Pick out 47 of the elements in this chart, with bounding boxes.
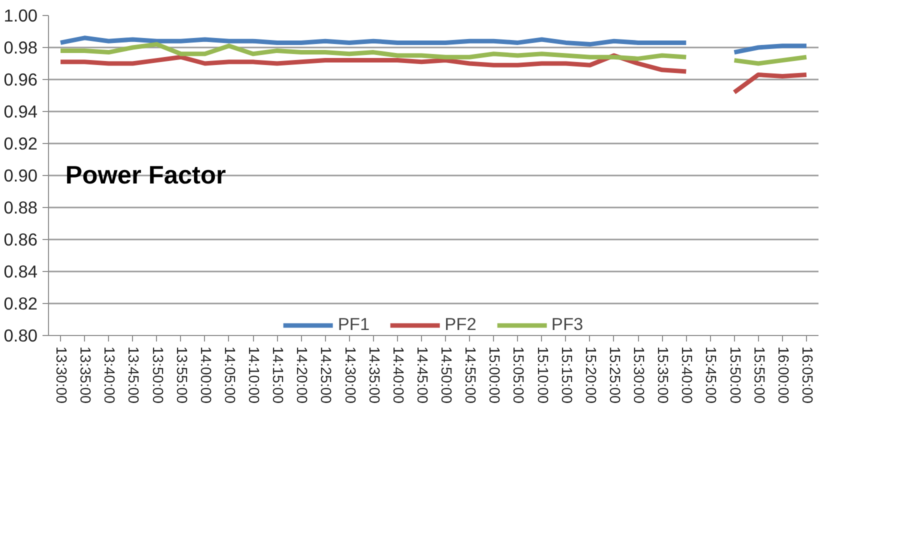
x-tick-label: 15:10:00 — [534, 346, 550, 404]
y-tick-label: 0.90 — [4, 166, 38, 186]
x-tick-label: 14:40:00 — [389, 346, 406, 404]
x-tick-label: 13:30:00 — [52, 346, 69, 404]
x-tick-label: 16:05:00 — [798, 346, 814, 404]
x-tick-label: 14:25:00 — [317, 346, 334, 404]
y-tick-label: 0.80 — [4, 326, 38, 346]
legend-label: PF3 — [551, 314, 584, 335]
y-tick-label: 0.84 — [4, 262, 38, 282]
y-tick-label: 0.92 — [4, 134, 38, 154]
x-tick-label: 13:50:00 — [148, 346, 165, 404]
y-tick-label: 0.94 — [4, 102, 38, 122]
y-tick-label: 0.82 — [4, 294, 38, 314]
x-tick-label: 14:05:00 — [220, 346, 237, 404]
x-tick-label: 14:15:00 — [269, 346, 286, 404]
x-tick-label: 15:50:00 — [726, 346, 742, 404]
y-tick-label: 0.86 — [4, 230, 38, 250]
text: Power Factor — [65, 162, 226, 190]
y-tick-label: 1.00 — [4, 6, 38, 26]
y-tick-label: 0.88 — [4, 198, 38, 218]
x-tick-label: 13:55:00 — [172, 346, 189, 404]
x-tick-label: 14:45:00 — [413, 346, 430, 404]
x-tick-label: 14:35:00 — [365, 346, 382, 404]
x-tick-label: 14:20:00 — [293, 346, 310, 404]
x-tick-label: 15:40:00 — [678, 346, 694, 404]
legend-label: PF1 — [338, 314, 370, 335]
x-tick-label: 15:00:00 — [486, 346, 502, 404]
x-tick-label: 15:05:00 — [510, 346, 526, 404]
x-tick-label: 15:35:00 — [654, 346, 670, 404]
x-tick-label: 13:35:00 — [76, 346, 93, 404]
x-tick-label: 15:25:00 — [606, 346, 622, 404]
x-tick-label: 15:45:00 — [702, 346, 718, 404]
x-tick-label: 13:45:00 — [124, 346, 141, 404]
y-tick-label: 0.96 — [4, 70, 38, 90]
x-tick-label: 15:15:00 — [558, 346, 574, 404]
x-tick-label: 14:55:00 — [462, 346, 478, 404]
legend-label: PF2 — [444, 314, 476, 335]
x-tick-label: 16:00:00 — [774, 346, 790, 404]
x-tick-label: 15:20:00 — [582, 346, 598, 404]
y-tick-label: 0.98 — [4, 38, 38, 58]
x-tick-label: 14:00:00 — [196, 346, 213, 404]
x-tick-label: 15:55:00 — [750, 346, 766, 404]
x-tick-label: 14:30:00 — [341, 346, 358, 404]
x-tick-label: 15:30:00 — [630, 346, 646, 404]
x-tick-label: 14:10:00 — [245, 346, 262, 404]
x-tick-label: 13:40:00 — [100, 346, 117, 404]
x-tick-label: 14:50:00 — [438, 346, 454, 404]
